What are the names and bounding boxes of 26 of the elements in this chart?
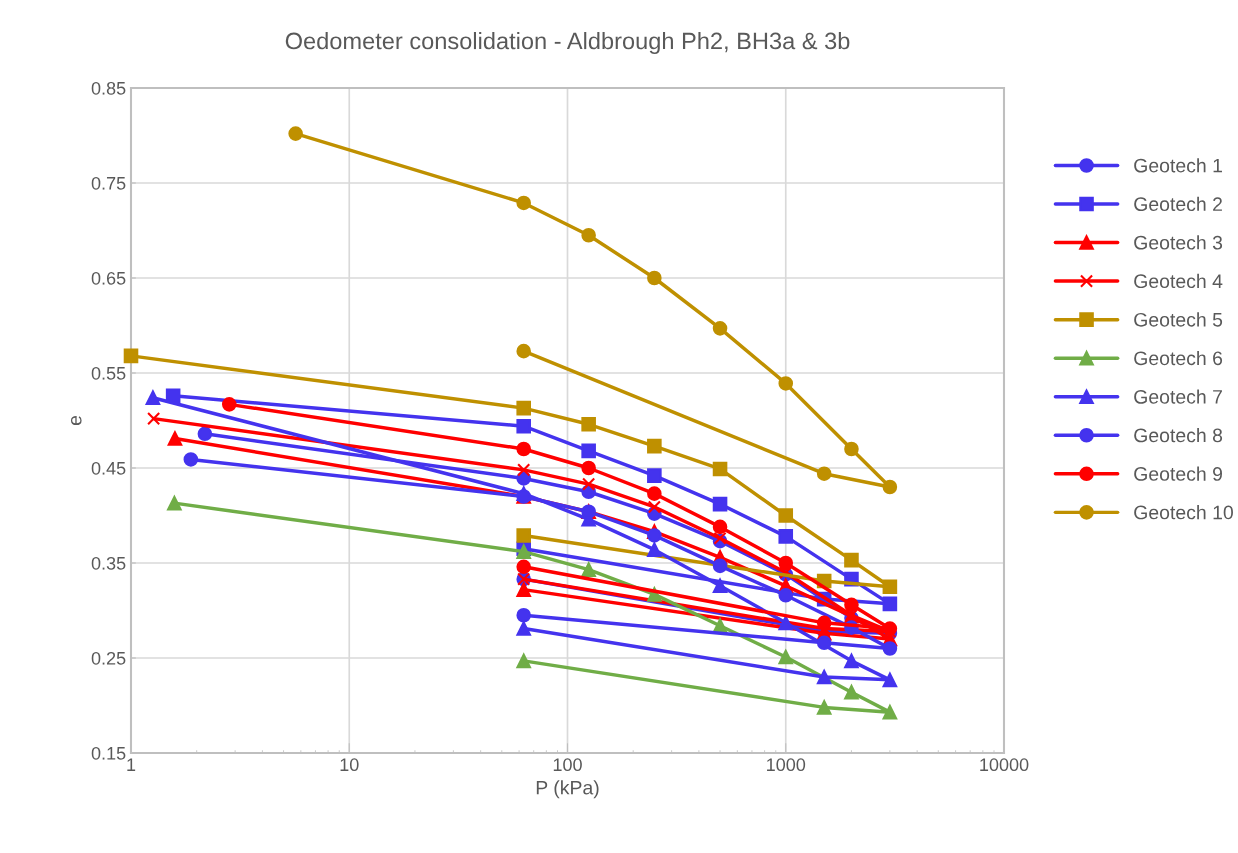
y-axis-title: e (70, 415, 82, 426)
y-tick-label: 0.55 (91, 366, 126, 380)
y-tick-label: 0.25 (91, 651, 126, 665)
legend-label: Geotech 4 (1134, 273, 1223, 289)
x-tick-label: 1000 (767, 758, 806, 772)
x-tick-label: 10 (340, 758, 359, 772)
x-tick-label: 1 (127, 758, 136, 771)
legend-label: Geotech 5 (1134, 312, 1223, 327)
y-tick-label: 0.65 (91, 271, 126, 285)
y-tick-label: 0.45 (91, 461, 126, 475)
y-tick-label: 0.75 (91, 176, 126, 190)
x-tick-label: 10000 (980, 758, 1029, 772)
legend-label: Geotech 8 (1134, 427, 1223, 443)
x-axis-title: P (kPa) (536, 780, 599, 799)
chart-title: Oedometer consolidation - Aldbrough Ph2, BH3a & 3b (285, 32, 850, 55)
y-tick-label: 0.15 (91, 746, 126, 760)
legend-label: Geotech 6 (1134, 350, 1223, 366)
legend-label: Geotech 1 (1134, 158, 1222, 173)
legend-label: Geotech 9 (1134, 466, 1223, 481)
legend-label: Geotech 7 (1134, 389, 1222, 404)
legend-label: Geotech 10 (1134, 505, 1233, 520)
y-tick-label: 0.35 (91, 556, 126, 570)
legend-label: Geotech 3 (1134, 235, 1223, 250)
legend-label: Geotech 2 (1134, 196, 1222, 212)
x-tick-label: 100 (553, 758, 582, 772)
y-tick-label: 0.85 (91, 81, 126, 95)
